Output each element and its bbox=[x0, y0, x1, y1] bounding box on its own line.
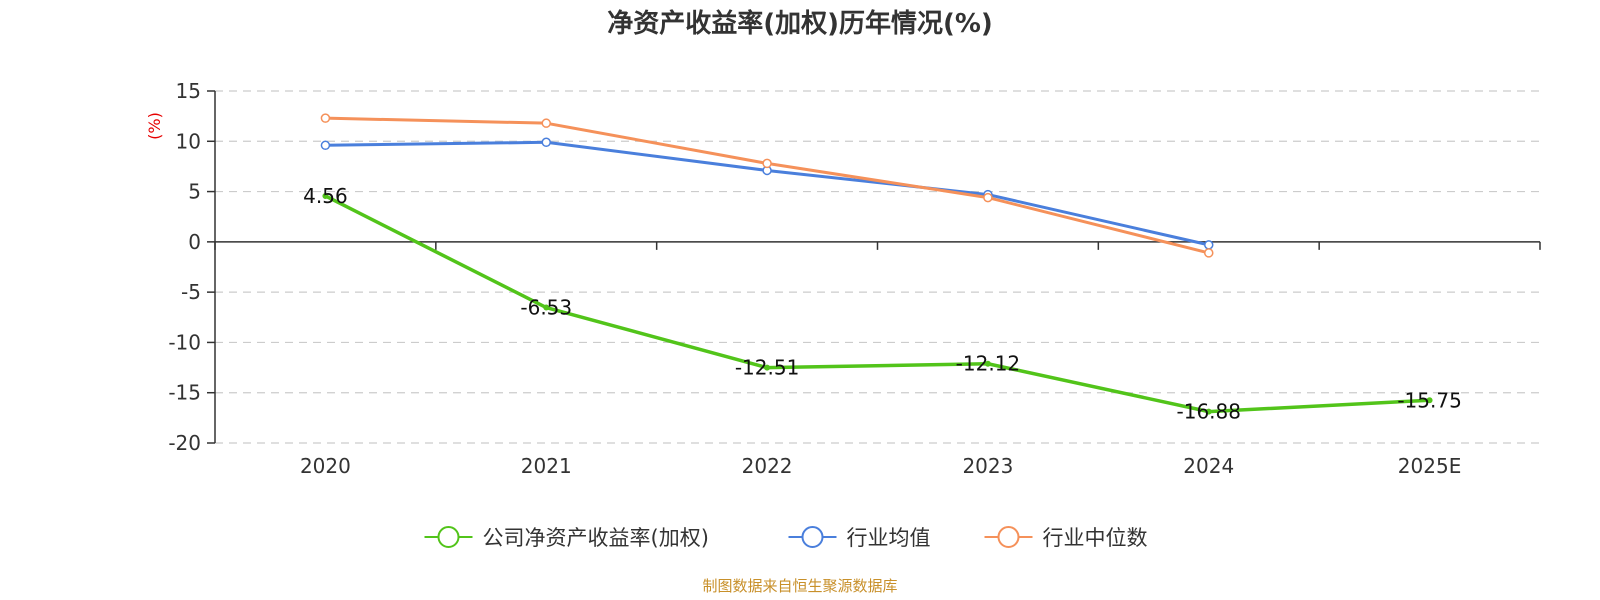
series-point bbox=[1205, 408, 1212, 415]
y-tick-label: -20 bbox=[168, 431, 201, 455]
data-labels: 4.56 -6.53 -12.51 -12.12 -16.88 -15.75 bbox=[303, 184, 1462, 424]
series-point bbox=[541, 137, 551, 148]
x-tick-label: 2024 bbox=[1183, 454, 1234, 478]
chart-title: 净资产收益率(加权)历年情况(%) bbox=[607, 8, 993, 39]
x-tick-label: 2025E bbox=[1398, 454, 1462, 478]
y-tick-label: -5 bbox=[181, 280, 201, 304]
grid-lines bbox=[215, 90, 1540, 444]
x-tick-labels: 2020 2021 2022 2023 2024 2025E bbox=[300, 454, 1461, 478]
data-label: -16.88 bbox=[1177, 400, 1241, 424]
y-tick-label: 0 bbox=[188, 230, 201, 254]
legend-marker bbox=[437, 526, 460, 548]
y-tick-label: -10 bbox=[168, 330, 201, 354]
series-point bbox=[762, 158, 772, 169]
source-note: 制图数据来自恒生聚源数据库 bbox=[702, 577, 897, 595]
series-line bbox=[324, 194, 1430, 414]
series-point bbox=[983, 192, 993, 203]
series-line bbox=[325, 116, 1210, 255]
x-tick-label: 2023 bbox=[962, 454, 1013, 478]
legend-item[interactable]: 行业中位数 bbox=[984, 526, 1148, 550]
series-point bbox=[764, 364, 771, 371]
legend-label: 行业中位数 bbox=[1043, 526, 1148, 550]
legend-label: 公司净资产收益率(加权) bbox=[483, 526, 709, 550]
data-label: -12.51 bbox=[735, 356, 799, 380]
x-tick-label: 2021 bbox=[521, 454, 572, 478]
legend-item[interactable]: 行业均值 bbox=[788, 526, 931, 550]
data-label: -15.75 bbox=[1397, 388, 1461, 412]
y-tick-label: -15 bbox=[168, 381, 201, 405]
y-tick-label: 5 bbox=[188, 180, 201, 204]
y-tick-label: 15 bbox=[176, 79, 201, 103]
series-point bbox=[984, 360, 991, 367]
y-tick-label: 10 bbox=[176, 129, 201, 153]
y-tick-labels: 15 10 5 0 -5 -10 -15 -20 bbox=[168, 79, 201, 455]
data-label: 4.56 bbox=[303, 184, 348, 208]
y-axis-label: (%) bbox=[145, 112, 164, 140]
legend-marker bbox=[801, 526, 824, 548]
series-point bbox=[320, 113, 331, 123]
legend-item[interactable]: 公司净资产收益率(加权) bbox=[424, 526, 709, 550]
series-point bbox=[1204, 240, 1214, 250]
series-point bbox=[322, 192, 329, 199]
series-point bbox=[1204, 248, 1214, 258]
x-tick-label: 2020 bbox=[300, 454, 351, 478]
x-tick-label: 2022 bbox=[742, 454, 793, 478]
legend: 公司净资产收益率(加权) 行业均值 行业中位数 bbox=[424, 526, 1148, 550]
legend-label: 行业均值 bbox=[847, 526, 931, 550]
legend-marker bbox=[997, 526, 1020, 548]
series-point bbox=[543, 304, 550, 311]
data-label: -12.12 bbox=[956, 352, 1020, 376]
series-point bbox=[541, 118, 551, 128]
series-layer bbox=[320, 113, 1433, 415]
series-line bbox=[325, 140, 1210, 247]
axes bbox=[207, 90, 1541, 444]
data-label: -6.53 bbox=[520, 296, 572, 320]
series-point bbox=[1426, 397, 1433, 404]
series-point bbox=[320, 140, 331, 151]
